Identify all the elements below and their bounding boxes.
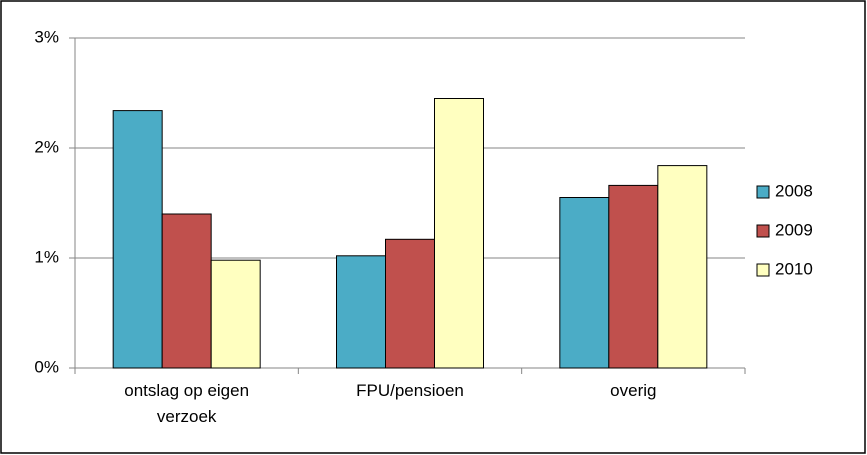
legend-swatch	[756, 263, 770, 277]
y-tick-label: 1%	[34, 247, 59, 266]
bar	[161, 213, 212, 369]
y-tick-label: 0%	[34, 357, 59, 376]
bar	[385, 238, 435, 369]
bar	[559, 197, 610, 369]
bar	[657, 165, 708, 369]
bar	[336, 255, 386, 369]
bar	[608, 184, 659, 369]
x-tick-label: FPU/pensioen	[356, 381, 464, 400]
x-tick-label: overig	[610, 381, 657, 400]
x-tick-label: ontslag op eigen verzoek	[124, 381, 250, 426]
legend-label: 2010	[775, 259, 813, 278]
bar	[434, 98, 484, 369]
bar	[210, 259, 261, 369]
legend-swatch	[756, 224, 770, 238]
bar	[112, 110, 163, 369]
legend-label: 2009	[775, 220, 813, 239]
y-tick-label: 2%	[34, 137, 59, 156]
legend-swatch	[756, 185, 770, 199]
y-tick-label: 3%	[34, 27, 59, 46]
legend-label: 2008	[775, 181, 813, 200]
